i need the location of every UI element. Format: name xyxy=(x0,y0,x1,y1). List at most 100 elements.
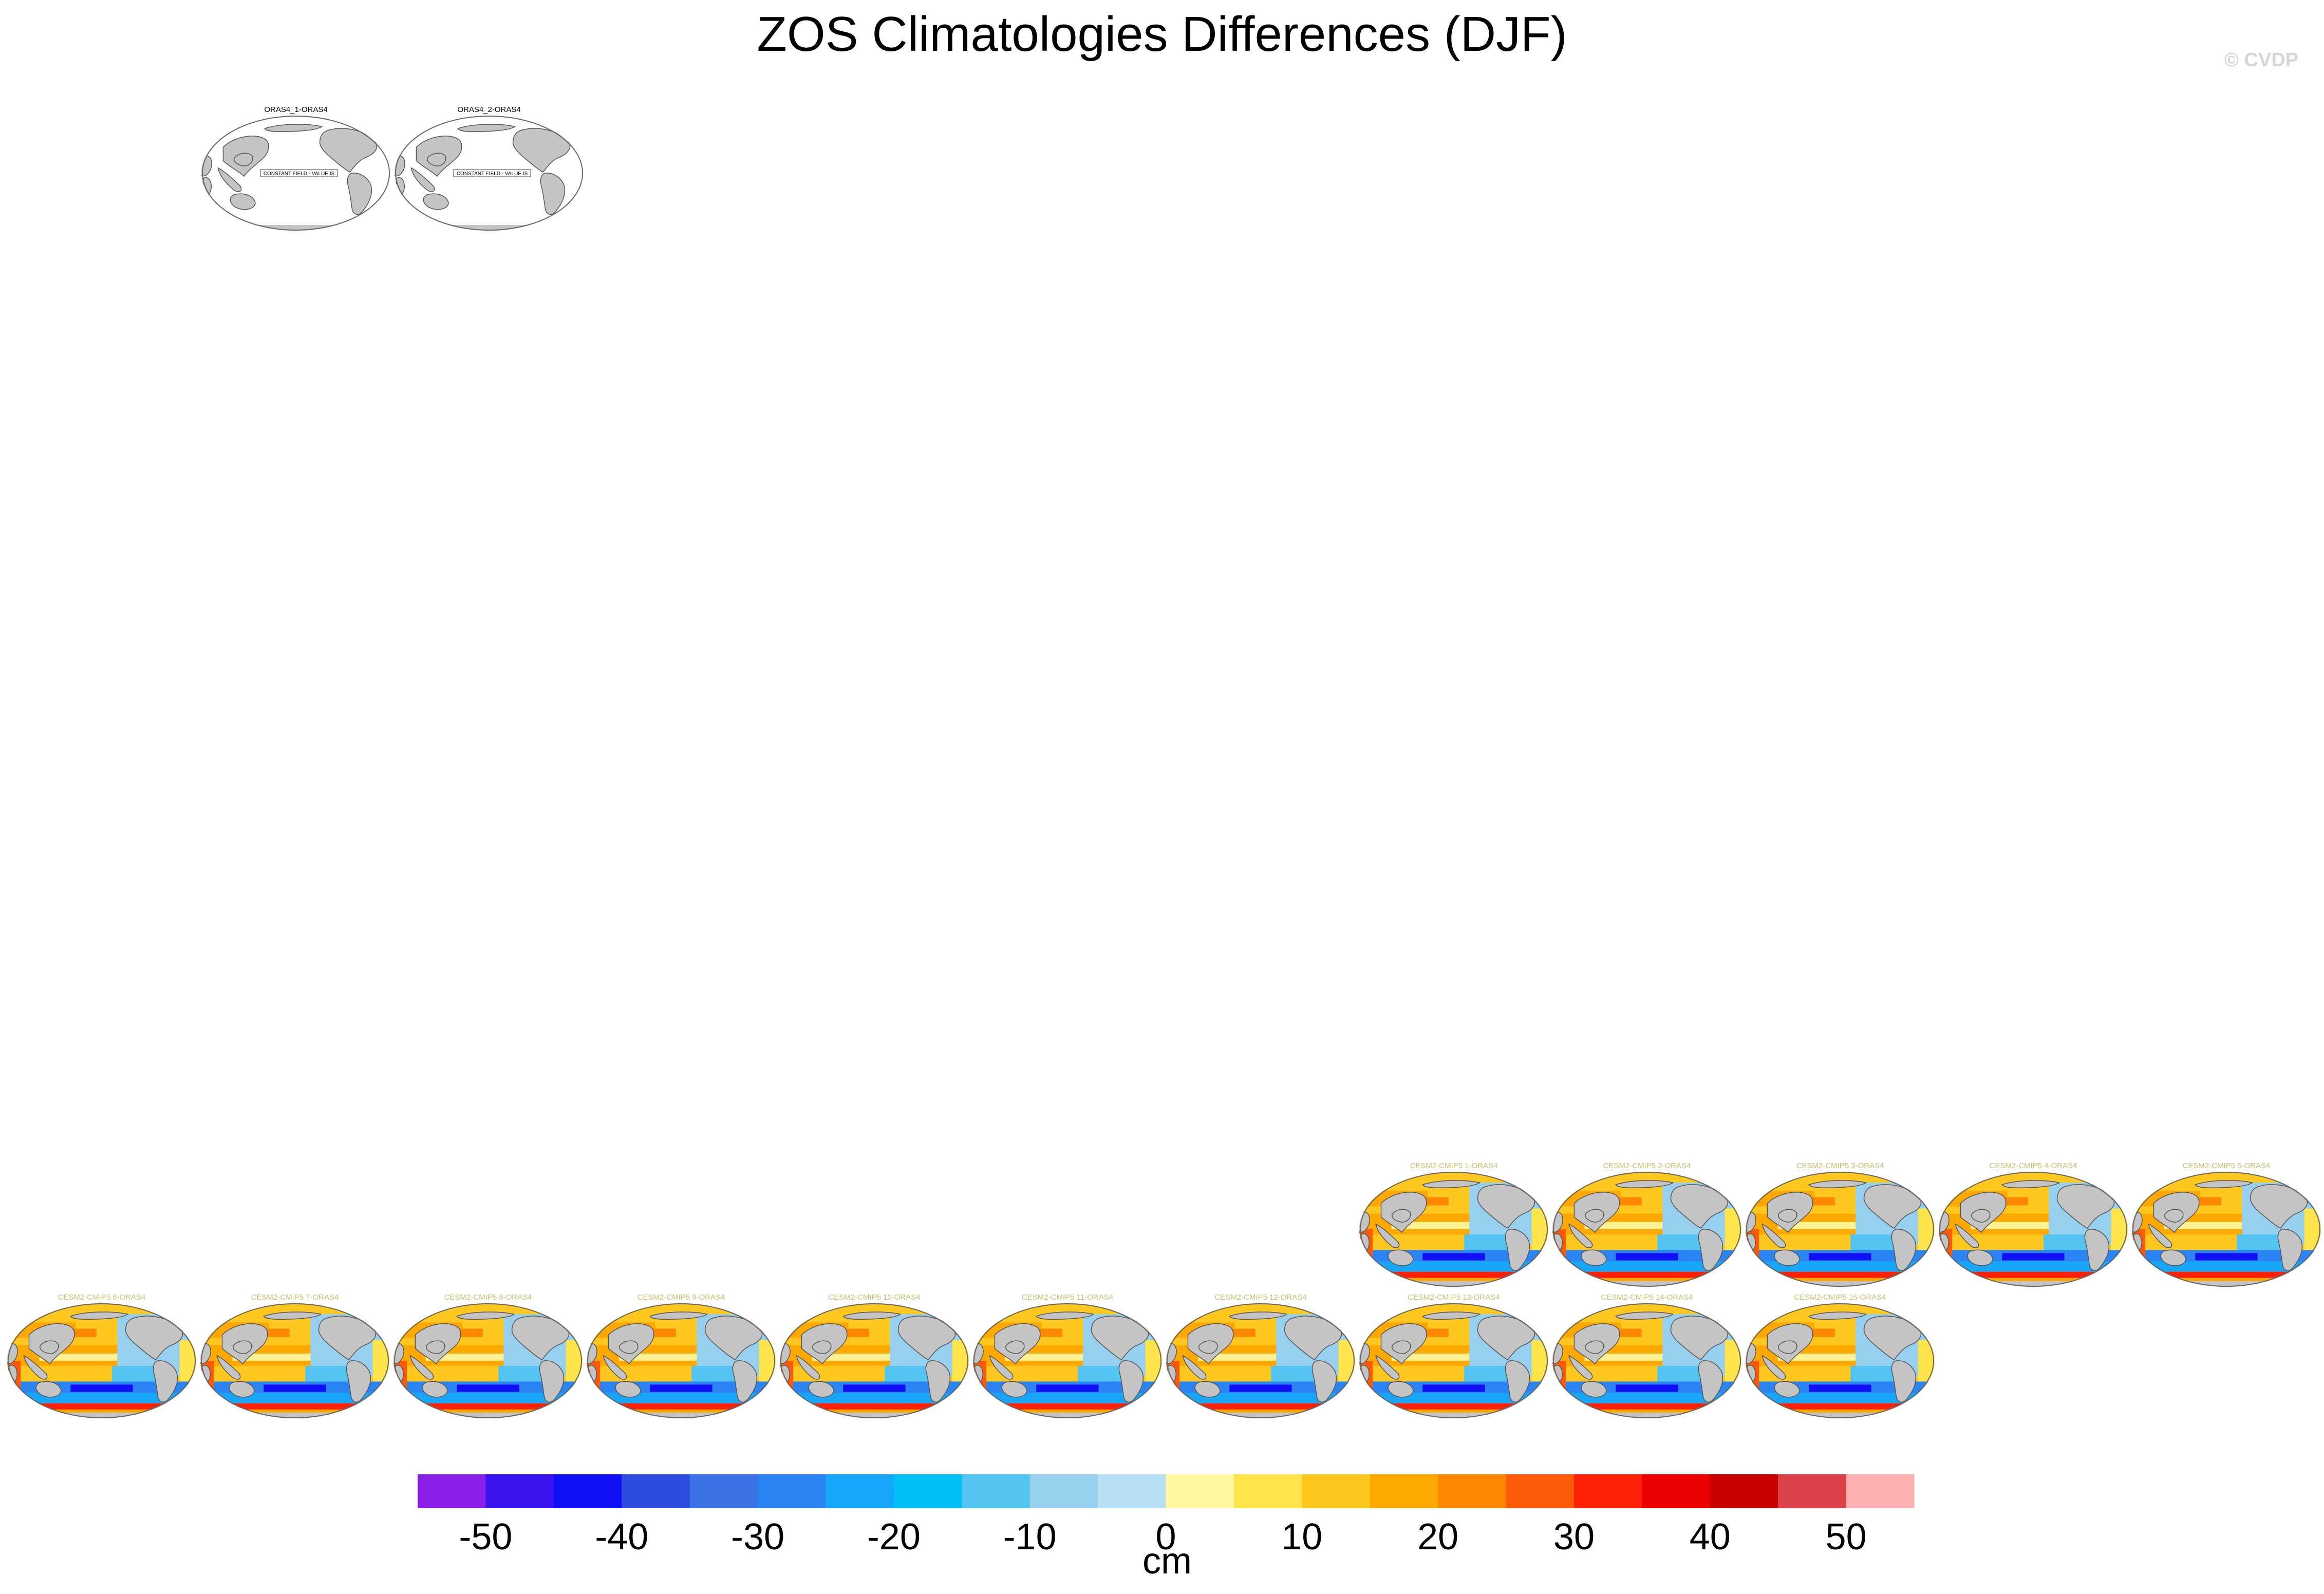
continent-shape xyxy=(1778,1340,1797,1354)
continent-shape xyxy=(1198,1340,1218,1354)
continent-shape xyxy=(422,1381,448,1398)
continent-shape xyxy=(540,173,566,215)
continent-shape xyxy=(925,1360,951,1403)
continent-shape xyxy=(1971,1209,1991,1223)
continent-shape xyxy=(808,1381,834,1398)
constant-field-box xyxy=(260,169,338,177)
continent-shape xyxy=(1422,1180,1481,1189)
panel-model-9: CESM2-CMIP5 9-ORAS4 xyxy=(586,1293,776,1419)
continent-shape xyxy=(1375,1223,1400,1248)
continent-shape xyxy=(264,124,323,133)
panel-model-13: CESM2-CMIP5 13-ORAS4 xyxy=(1359,1293,1549,1419)
colorbar-box xyxy=(689,1474,758,1508)
credit-text: © CVDP xyxy=(2224,49,2299,71)
panel-model-3: CESM2-CMIP5 3-ORAS4 xyxy=(1745,1161,1935,1287)
colorbar-box xyxy=(1506,1474,1575,1508)
colorbar-tick-label: -50 xyxy=(459,1516,512,1558)
continent-shape xyxy=(1778,1209,1797,1223)
continent-shape xyxy=(1615,1180,1674,1189)
continent-shape xyxy=(2148,1223,2172,1248)
continent-shape xyxy=(35,1381,62,1398)
continent-shape xyxy=(347,173,372,215)
panel-model-15: CESM2-CMIP5 15-ORAS4 xyxy=(1745,1293,1935,1419)
panel-label: CESM2-CMIP5 5-ORAS4 xyxy=(2183,1161,2271,1170)
continent-shape xyxy=(1194,1381,1221,1398)
colorbar-box xyxy=(1302,1474,1371,1508)
continent-shape xyxy=(1581,1381,1607,1398)
colorbar-unit: cm xyxy=(1142,1541,1192,1582)
panel-obs-2: ORAS4_2-ORAS4 CONSTANT FIELD - VALUE IS xyxy=(394,105,584,231)
continent-shape xyxy=(1005,1340,1025,1354)
continent-shape xyxy=(457,124,516,133)
continent-shape xyxy=(153,1360,178,1403)
panel-label: CESM2-CMIP5 12-ORAS4 xyxy=(1214,1293,1306,1302)
colorbar-tick-label: 30 xyxy=(1553,1516,1595,1558)
colorbar-box xyxy=(1098,1474,1166,1508)
colorbar-box xyxy=(893,1474,962,1508)
continent-shape xyxy=(2277,1229,2303,1271)
continent-shape xyxy=(427,153,446,166)
colorbar-tick-label: -40 xyxy=(595,1516,648,1558)
panel-label: CESM2-CMIP5 1-ORAS4 xyxy=(1410,1161,1498,1170)
continent-shape xyxy=(423,193,449,210)
continent-shape xyxy=(1001,1381,1027,1398)
constant-field-note: CONSTANT FIELD - VALUE IS xyxy=(457,171,528,177)
continent-shape xyxy=(1229,1311,1288,1320)
continent-shape xyxy=(1182,1355,1207,1380)
colorbar-tick-label: 10 xyxy=(1281,1516,1322,1558)
continent-shape xyxy=(2001,1180,2060,1189)
continent-shape xyxy=(1568,1223,1593,1248)
figure-title: ZOS Climatologies Differences (DJF) xyxy=(757,7,1567,62)
continent-shape xyxy=(539,1360,565,1403)
continent-shape xyxy=(1505,1360,1530,1403)
panel-label: CESM2-CMIP5 9-ORAS4 xyxy=(638,1293,725,1302)
continent-shape xyxy=(409,1355,434,1380)
panel-label: CESM2-CMIP5 3-ORAS4 xyxy=(1796,1161,1884,1170)
continent-shape xyxy=(1392,1340,1411,1354)
colorbar-box xyxy=(758,1474,826,1508)
continent-shape xyxy=(1375,1355,1400,1380)
colorbar-tick-label: 40 xyxy=(1690,1516,1731,1558)
continent-shape xyxy=(796,1355,820,1380)
continent-shape xyxy=(2160,1249,2186,1266)
panel-model-1: CESM2-CMIP5 1-ORAS4 xyxy=(1359,1161,1549,1287)
continent-shape xyxy=(603,1355,627,1380)
continent-shape xyxy=(989,1355,1014,1380)
continent-shape xyxy=(1891,1229,1917,1271)
panel-obs-1: ORAS4_1-ORAS4 CONSTANT FIELD - VALUE IS xyxy=(201,105,391,231)
panel-model-7: CESM2-CMIP5 7-ORAS4 xyxy=(200,1293,390,1419)
colorbar-box xyxy=(1370,1474,1438,1508)
continent-shape xyxy=(229,1381,255,1398)
continent-shape xyxy=(1585,1209,1604,1223)
continent-shape xyxy=(1505,1229,1530,1271)
continent-shape xyxy=(1698,1229,1723,1271)
continent-shape xyxy=(1422,1311,1481,1320)
continent-shape xyxy=(1388,1381,1414,1398)
colorbar-box xyxy=(1166,1474,1234,1508)
panel-label: CESM2-CMIP5 10-ORAS4 xyxy=(828,1293,920,1302)
panel-label: CESM2-CMIP5 8-ORAS4 xyxy=(444,1293,532,1302)
continent-shape xyxy=(1568,1355,1593,1380)
continent-shape xyxy=(23,1355,48,1380)
constant-field-note: CONSTANT FIELD - VALUE IS xyxy=(264,171,335,177)
continent-shape xyxy=(40,1340,59,1354)
colorbar-tick-label: -30 xyxy=(731,1516,784,1558)
continent-shape xyxy=(346,1360,371,1403)
continent-shape xyxy=(649,1311,708,1320)
continent-shape xyxy=(1891,1360,1917,1403)
colorbar-box xyxy=(1233,1474,1302,1508)
colorbar-box xyxy=(1710,1474,1778,1508)
panel-model-5: CESM2-CMIP5 5-ORAS4 xyxy=(2131,1161,2321,1287)
colorbar-box xyxy=(826,1474,894,1508)
continent-shape xyxy=(1774,1249,1800,1266)
continent-shape xyxy=(233,1340,252,1354)
panel-label: CESM2-CMIP5 15-ORAS4 xyxy=(1794,1293,1886,1302)
panel-label: CESM2-CMIP5 4-ORAS4 xyxy=(1990,1161,2077,1170)
panel-label: ORAS4_2-ORAS4 xyxy=(457,105,520,114)
panel-label: ORAS4_1-ORAS4 xyxy=(264,105,327,114)
continent-shape xyxy=(234,153,253,166)
continent-shape xyxy=(1118,1360,1144,1403)
continent-shape xyxy=(1392,1209,1411,1223)
